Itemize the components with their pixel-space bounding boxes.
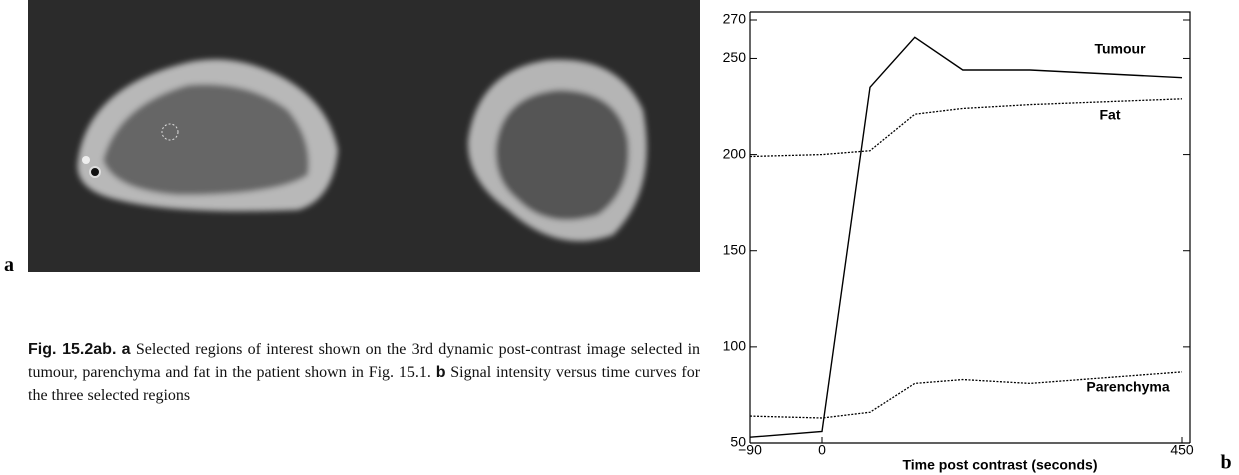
series-label: Parenchyma	[1086, 379, 1169, 395]
caption-marker: b	[435, 364, 446, 381]
y-tick-label: 200	[723, 145, 747, 161]
x-tick-label: 0	[818, 442, 826, 458]
series-label: Tumour	[1094, 41, 1146, 57]
y-tick-label: 50	[730, 434, 746, 450]
caption-figure: Fig. 15.2ab.	[28, 341, 117, 358]
panel-label: a	[4, 254, 14, 276]
panel-label: b	[1220, 452, 1231, 474]
axis-frame	[749, 11, 1191, 443]
mri-image	[28, 0, 700, 272]
series-line	[749, 36, 1183, 438]
caption-text: Signal intensity versus time curves for …	[28, 364, 701, 404]
x-tick-label: −90	[738, 442, 762, 458]
y-tick-label: 250	[723, 49, 747, 65]
y-tick-label: 150	[723, 241, 747, 257]
caption-text: Selected regions of interest shown on th…	[28, 341, 701, 381]
y-tick-label: 100	[723, 338, 747, 354]
x-axis-title: Time post contrast (seconds)	[902, 457, 1097, 473]
x-tick-label: 450	[1170, 442, 1194, 458]
caption: Fig. 15.2ab. a Selected regions of inter…	[28, 338, 700, 407]
caption-marker: a	[121, 341, 131, 358]
series-label: Fat	[1100, 107, 1121, 123]
y-tick-label: 270	[723, 11, 747, 27]
